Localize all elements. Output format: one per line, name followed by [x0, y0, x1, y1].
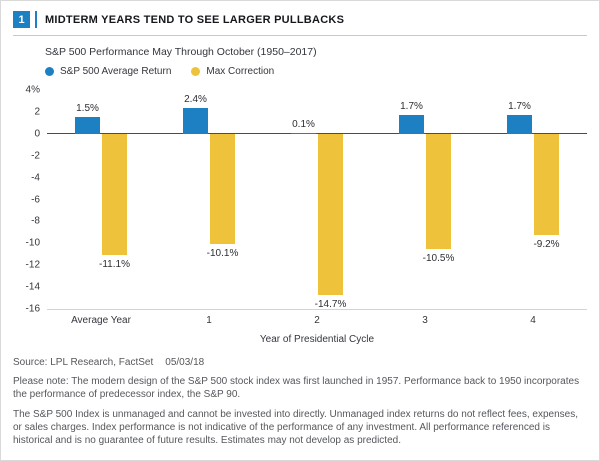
bar-value-label: -9.2%	[533, 238, 560, 250]
avg-return-bar	[291, 132, 316, 134]
x-tick-label: Average Year	[71, 315, 131, 326]
source-line: Source: LPL Research, FactSet 05/03/18	[13, 357, 587, 368]
plot-area: 1.5% -11.1% 2.4% -10.1% 0.1% -14.7% 1.7% -10.5%…	[47, 90, 587, 310]
avg-return-bar	[507, 115, 532, 134]
figure-title: MIDTERM YEARS TEND TO SEE LARGER PULLBAC…	[45, 13, 345, 26]
avg-return-bar	[75, 117, 100, 134]
legend-swatch	[191, 67, 201, 76]
x-tick-label: 3	[422, 315, 428, 326]
max-correction-bar	[210, 133, 235, 245]
header-rule	[13, 35, 587, 36]
bar-value-label: -14.7%	[314, 298, 347, 310]
y-tick-label: -10	[25, 237, 40, 249]
legend-item: S&P 500 Average Return	[45, 66, 171, 77]
avg-return-bar	[399, 115, 424, 134]
y-tick-label: -14	[25, 281, 40, 293]
max-correction-bar	[534, 133, 559, 235]
y-tick-label: 2	[34, 106, 40, 118]
max-correction-bar	[102, 133, 127, 256]
x-tick-label: 2	[314, 315, 320, 326]
source-text: Source: LPL Research, FactSet	[13, 357, 154, 368]
chart-legend: S&P 500 Average Return Max Correction	[45, 66, 587, 77]
y-tick-label: 4%	[25, 84, 40, 96]
bar-value-label: -11.1%	[99, 259, 130, 271]
y-tick-label: -16	[25, 303, 40, 315]
y-tick-label: -8	[31, 215, 40, 227]
avg-return-bar	[183, 107, 208, 134]
source-date: 05/03/18	[165, 357, 205, 368]
note-paragraph-1: Please note: The modern design of the S&…	[13, 376, 580, 400]
bar-value-label: 1.7%	[400, 101, 423, 113]
x-tick-label: 4	[530, 315, 536, 326]
legend-swatch	[45, 67, 54, 76]
max-correction-bar	[426, 133, 451, 249]
y-tick-label: 0	[34, 128, 40, 140]
legend-label: S&P 500 Average Return	[60, 66, 172, 77]
x-axis-title: Year of Presidential Cycle	[259, 334, 375, 345]
legend-label: Max Correction	[206, 66, 275, 77]
bar-value-label: 2.4%	[184, 93, 207, 105]
bar-value-label: -10.1%	[206, 248, 239, 260]
bar-value-label: 1.5%	[76, 103, 99, 115]
y-tick-label: -2	[31, 150, 40, 162]
x-axis-labels: Average Year 1 2 3 4	[47, 315, 587, 329]
zero-axis-line	[47, 133, 587, 135]
figure-number-badge: 1	[13, 11, 30, 28]
legend-item: Max Correction	[191, 66, 274, 77]
y-axis: 4% 2 0 -2 -4 -6 -8 -10 -12 -14 -16	[13, 85, 47, 315]
chart-subtitle: S&P 500 Performance May Through October …	[45, 46, 317, 58]
y-tick-label: -6	[31, 194, 40, 205]
note-paragraph-2: The S&P 500 Index is unmanaged and canno…	[13, 409, 578, 446]
bar-value-label: -10.5%	[422, 252, 455, 264]
y-tick-label: -12	[25, 259, 40, 271]
figure-header: 1 MIDTERM YEARS TEND TO SEE LARGER PULLB…	[13, 11, 587, 28]
bar-value-label: 0.1%	[292, 118, 315, 130]
y-tick-label: -4	[31, 172, 40, 184]
max-correction-bar	[318, 133, 343, 295]
figure-divider	[35, 11, 37, 28]
x-tick-label: 1	[206, 315, 212, 326]
bar-chart: 4% 2 0 -2 -4 -6 -8 -10 -12 -14 -16 1.5% -11.1% 2.4% -…	[13, 85, 587, 315]
bar-value-label: 1.7%	[508, 101, 531, 113]
